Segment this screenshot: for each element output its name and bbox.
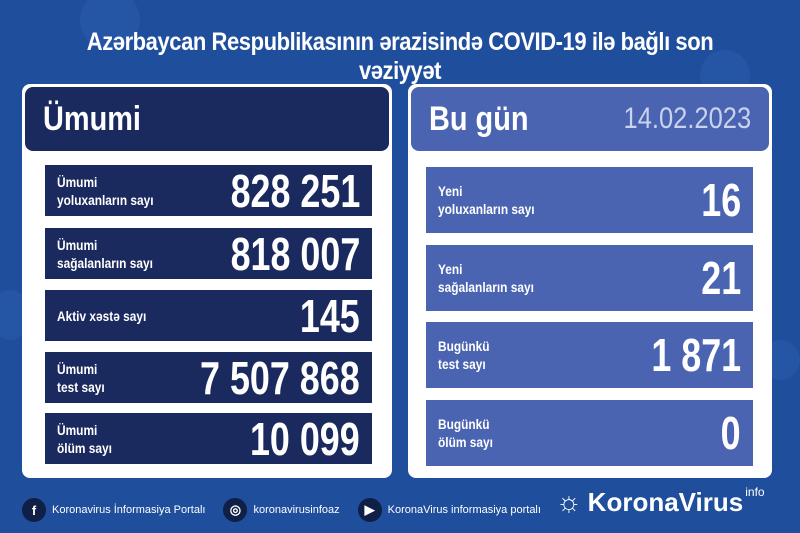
- stat-row: Ümumi ölüm sayı 10 099: [45, 412, 372, 465]
- stat-label: ölüm sayı: [57, 439, 112, 456]
- instagram-icon: ◎: [223, 498, 248, 522]
- stat-label: test sayı: [438, 356, 486, 372]
- stat-value: 828 251: [230, 164, 360, 217]
- stat-label: Yeni: [438, 261, 463, 277]
- stat-row: Ümumi yoluxanların sayı 828 251: [45, 164, 372, 217]
- facebook-icon: f: [22, 498, 46, 522]
- stat-label: ölüm sayı: [438, 434, 493, 450]
- total-panel: Ümumi Ümumi yoluxanların sayı 828 251 Ümum…: [22, 84, 392, 478]
- page-title: Azərbaycan Respublikasının ərazisində CO…: [86, 28, 714, 85]
- youtube-link[interactable]: ▶ KoronaVirus informasiya portalı: [357, 498, 541, 522]
- footer: f Koronavirus İnformasiya Portalı ◎ korona…: [0, 490, 800, 530]
- brand-sup: info: [745, 485, 765, 499]
- instagram-link-text: koronavirusinfoaz: [253, 504, 340, 516]
- stat-label: yoluxanların sayı: [438, 201, 535, 217]
- stat-label: sağalanların sayı: [438, 279, 534, 295]
- stat-label: Ümumi: [57, 421, 98, 438]
- sun-virus-icon: ☼: [556, 486, 582, 517]
- stat-label: Bugünkü: [438, 338, 490, 354]
- stat-value: 16: [701, 174, 741, 226]
- stat-value: 7 507 868: [200, 351, 360, 404]
- stat-row: Aktiv xəstə sayı 145: [45, 289, 372, 342]
- stat-label: Bugünkü: [438, 416, 490, 432]
- stat-row: Yeni yoluxanların sayı 16: [426, 167, 753, 233]
- youtube-icon: ▶: [357, 498, 382, 522]
- today-panel: Bu gün 14.02.2023 Yeni yoluxanların sayı 16…: [408, 84, 772, 478]
- stat-value: 21: [701, 252, 741, 304]
- today-header: Bu gün 14.02.2023: [411, 87, 769, 151]
- stat-label: test sayı: [57, 378, 105, 395]
- stat-row: Ümumi sağalanların sayı 818 007: [45, 227, 372, 280]
- today-date: 14.02.2023: [623, 102, 751, 135]
- total-header: Ümumi: [25, 87, 389, 151]
- stat-row: Bugünkü ölüm sayı 0: [426, 400, 753, 466]
- facebook-link-text: Koronavirus İnformasiya Portalı: [52, 504, 206, 516]
- stat-value: 10 099: [250, 412, 360, 465]
- stat-label: Yeni: [438, 183, 463, 199]
- stat-value: 0: [721, 407, 741, 459]
- stat-value: 818 007: [230, 227, 360, 280]
- stat-label: yoluxanların sayı: [57, 191, 154, 208]
- brand-name: KoronaVirus: [587, 486, 744, 517]
- today-header-title: Bu gün: [429, 99, 529, 138]
- stat-value: 145: [300, 289, 360, 342]
- stat-label: Aktiv xəstə sayı: [57, 307, 147, 324]
- virus-decoration: [80, 0, 140, 50]
- stat-row: Yeni sağalanların sayı 21: [426, 245, 753, 311]
- stat-label: sağalanların sayı: [57, 254, 153, 271]
- youtube-link-text: KoronaVirus informasiya portalı: [387, 504, 541, 516]
- instagram-link[interactable]: ◎ koronavirusinfoaz: [223, 498, 340, 522]
- stat-label: Ümumi: [57, 360, 98, 377]
- stat-label: Ümumi: [57, 236, 98, 253]
- stat-label: Ümumi: [57, 173, 98, 190]
- brand-logo: ☼ KoronaVirus info: [556, 485, 765, 518]
- stat-row: Bugünkü test sayı 1 871: [426, 322, 753, 388]
- stat-value: 1 871: [651, 329, 741, 381]
- stat-row: Ümumi test sayı 7 507 868: [45, 351, 372, 404]
- facebook-link[interactable]: f Koronavirus İnformasiya Portalı: [22, 498, 205, 522]
- total-header-title: Ümumi: [43, 99, 141, 138]
